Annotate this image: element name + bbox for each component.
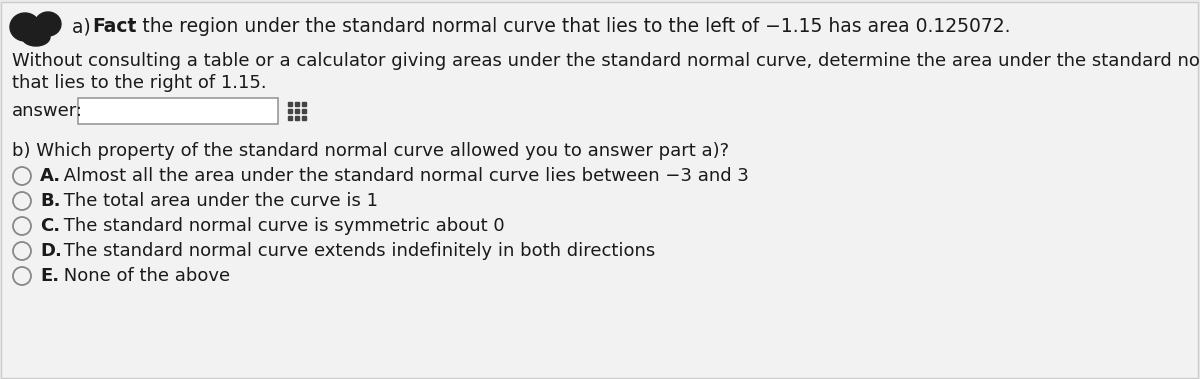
Text: The total area under the curve is 1: The total area under the curve is 1 bbox=[58, 192, 378, 210]
Text: D.: D. bbox=[40, 242, 62, 260]
FancyBboxPatch shape bbox=[78, 98, 278, 124]
Text: b) Which property of the standard normal curve allowed you to answer part a)?: b) Which property of the standard normal… bbox=[12, 142, 730, 160]
Text: Without consulting a table or a calculator giving areas under the standard norma: Without consulting a table or a calculat… bbox=[12, 52, 1200, 70]
Text: a): a) bbox=[72, 17, 97, 36]
Text: The standard normal curve extends indefinitely in both directions: The standard normal curve extends indefi… bbox=[58, 242, 655, 260]
Text: B.: B. bbox=[40, 192, 60, 210]
Text: that lies to the right of 1.15.: that lies to the right of 1.15. bbox=[12, 74, 266, 92]
Ellipse shape bbox=[22, 28, 50, 46]
Text: None of the above: None of the above bbox=[58, 267, 230, 285]
Text: E.: E. bbox=[40, 267, 59, 285]
Ellipse shape bbox=[35, 12, 61, 36]
Text: Almost all the area under the standard normal curve lies between −3 and 3: Almost all the area under the standard n… bbox=[58, 167, 749, 185]
Text: The standard normal curve is symmetric about 0: The standard normal curve is symmetric a… bbox=[58, 217, 505, 235]
Text: C.: C. bbox=[40, 217, 60, 235]
Text: answer:: answer: bbox=[12, 102, 83, 120]
Text: : the region under the standard normal curve that lies to the left of −1.15 has : : the region under the standard normal c… bbox=[130, 17, 1010, 36]
Text: A.: A. bbox=[40, 167, 61, 185]
Text: Fact: Fact bbox=[92, 17, 137, 36]
Ellipse shape bbox=[10, 13, 40, 41]
